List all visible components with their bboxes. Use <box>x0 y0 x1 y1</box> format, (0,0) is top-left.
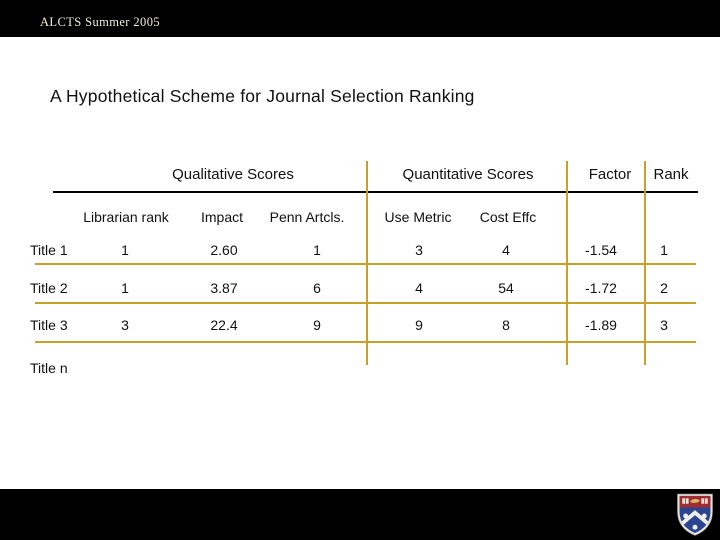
group-header-qualitative: Qualitative Scores <box>172 166 294 183</box>
header-label: ALCTS Summer 2005 <box>40 15 160 29</box>
table-cell: 1 <box>313 242 321 258</box>
table-cell: 9 <box>415 317 423 333</box>
subheader-penn-artcls: Penn Artcls. <box>269 209 345 225</box>
group-header-factor: Factor <box>588 166 632 183</box>
table-cell: -1.72 <box>585 280 617 296</box>
row-divider-1 <box>35 263 696 266</box>
subheader-use-metric: Use Metric <box>384 209 452 225</box>
header-bar: ALCTS Summer 2005 <box>0 0 720 37</box>
table-cell: 9 <box>313 317 321 333</box>
table-cell: 3 <box>415 242 423 258</box>
table-cell: 3 <box>121 317 129 333</box>
table-cell: 4 <box>415 280 423 296</box>
row-label: Title n <box>30 360 68 376</box>
slide-title: A Hypothetical Scheme for Journal Select… <box>50 86 475 106</box>
table-cell: 8 <box>502 317 510 333</box>
group-header-rank: Rank <box>653 166 689 183</box>
table-cell: 3.87 <box>210 280 238 296</box>
table-cell: 54 <box>498 280 514 296</box>
footer-bar <box>0 489 720 540</box>
table-cell: 2 <box>660 280 668 296</box>
table-cell: 1 <box>121 242 129 258</box>
table-cell: -1.89 <box>585 317 617 333</box>
row-label: Title 2 <box>30 280 68 296</box>
table-cell: 6 <box>313 280 321 296</box>
subheader-impact: Impact <box>200 209 243 225</box>
row-divider-3 <box>35 341 696 344</box>
table-cell: 1 <box>121 280 129 296</box>
table-cell: 22.4 <box>210 317 238 333</box>
table-cell: 3 <box>660 317 668 333</box>
subheader-cost-effc: Cost Effc <box>479 209 537 225</box>
row-label: Title 1 <box>30 242 68 258</box>
row-label: Title 3 <box>30 317 68 333</box>
subheader-librarian-rank: Librarian rank <box>83 209 169 225</box>
table-cell: -1.54 <box>585 242 617 258</box>
table-cell: 4 <box>502 242 510 258</box>
table-header-rule <box>53 191 698 193</box>
table-cell: 2.60 <box>210 242 238 258</box>
row-divider-2 <box>35 302 696 305</box>
penn-shield-icon <box>677 493 713 536</box>
group-header-quantitative: Quantitative Scores <box>402 166 534 183</box>
table-cell: 1 <box>660 242 668 258</box>
